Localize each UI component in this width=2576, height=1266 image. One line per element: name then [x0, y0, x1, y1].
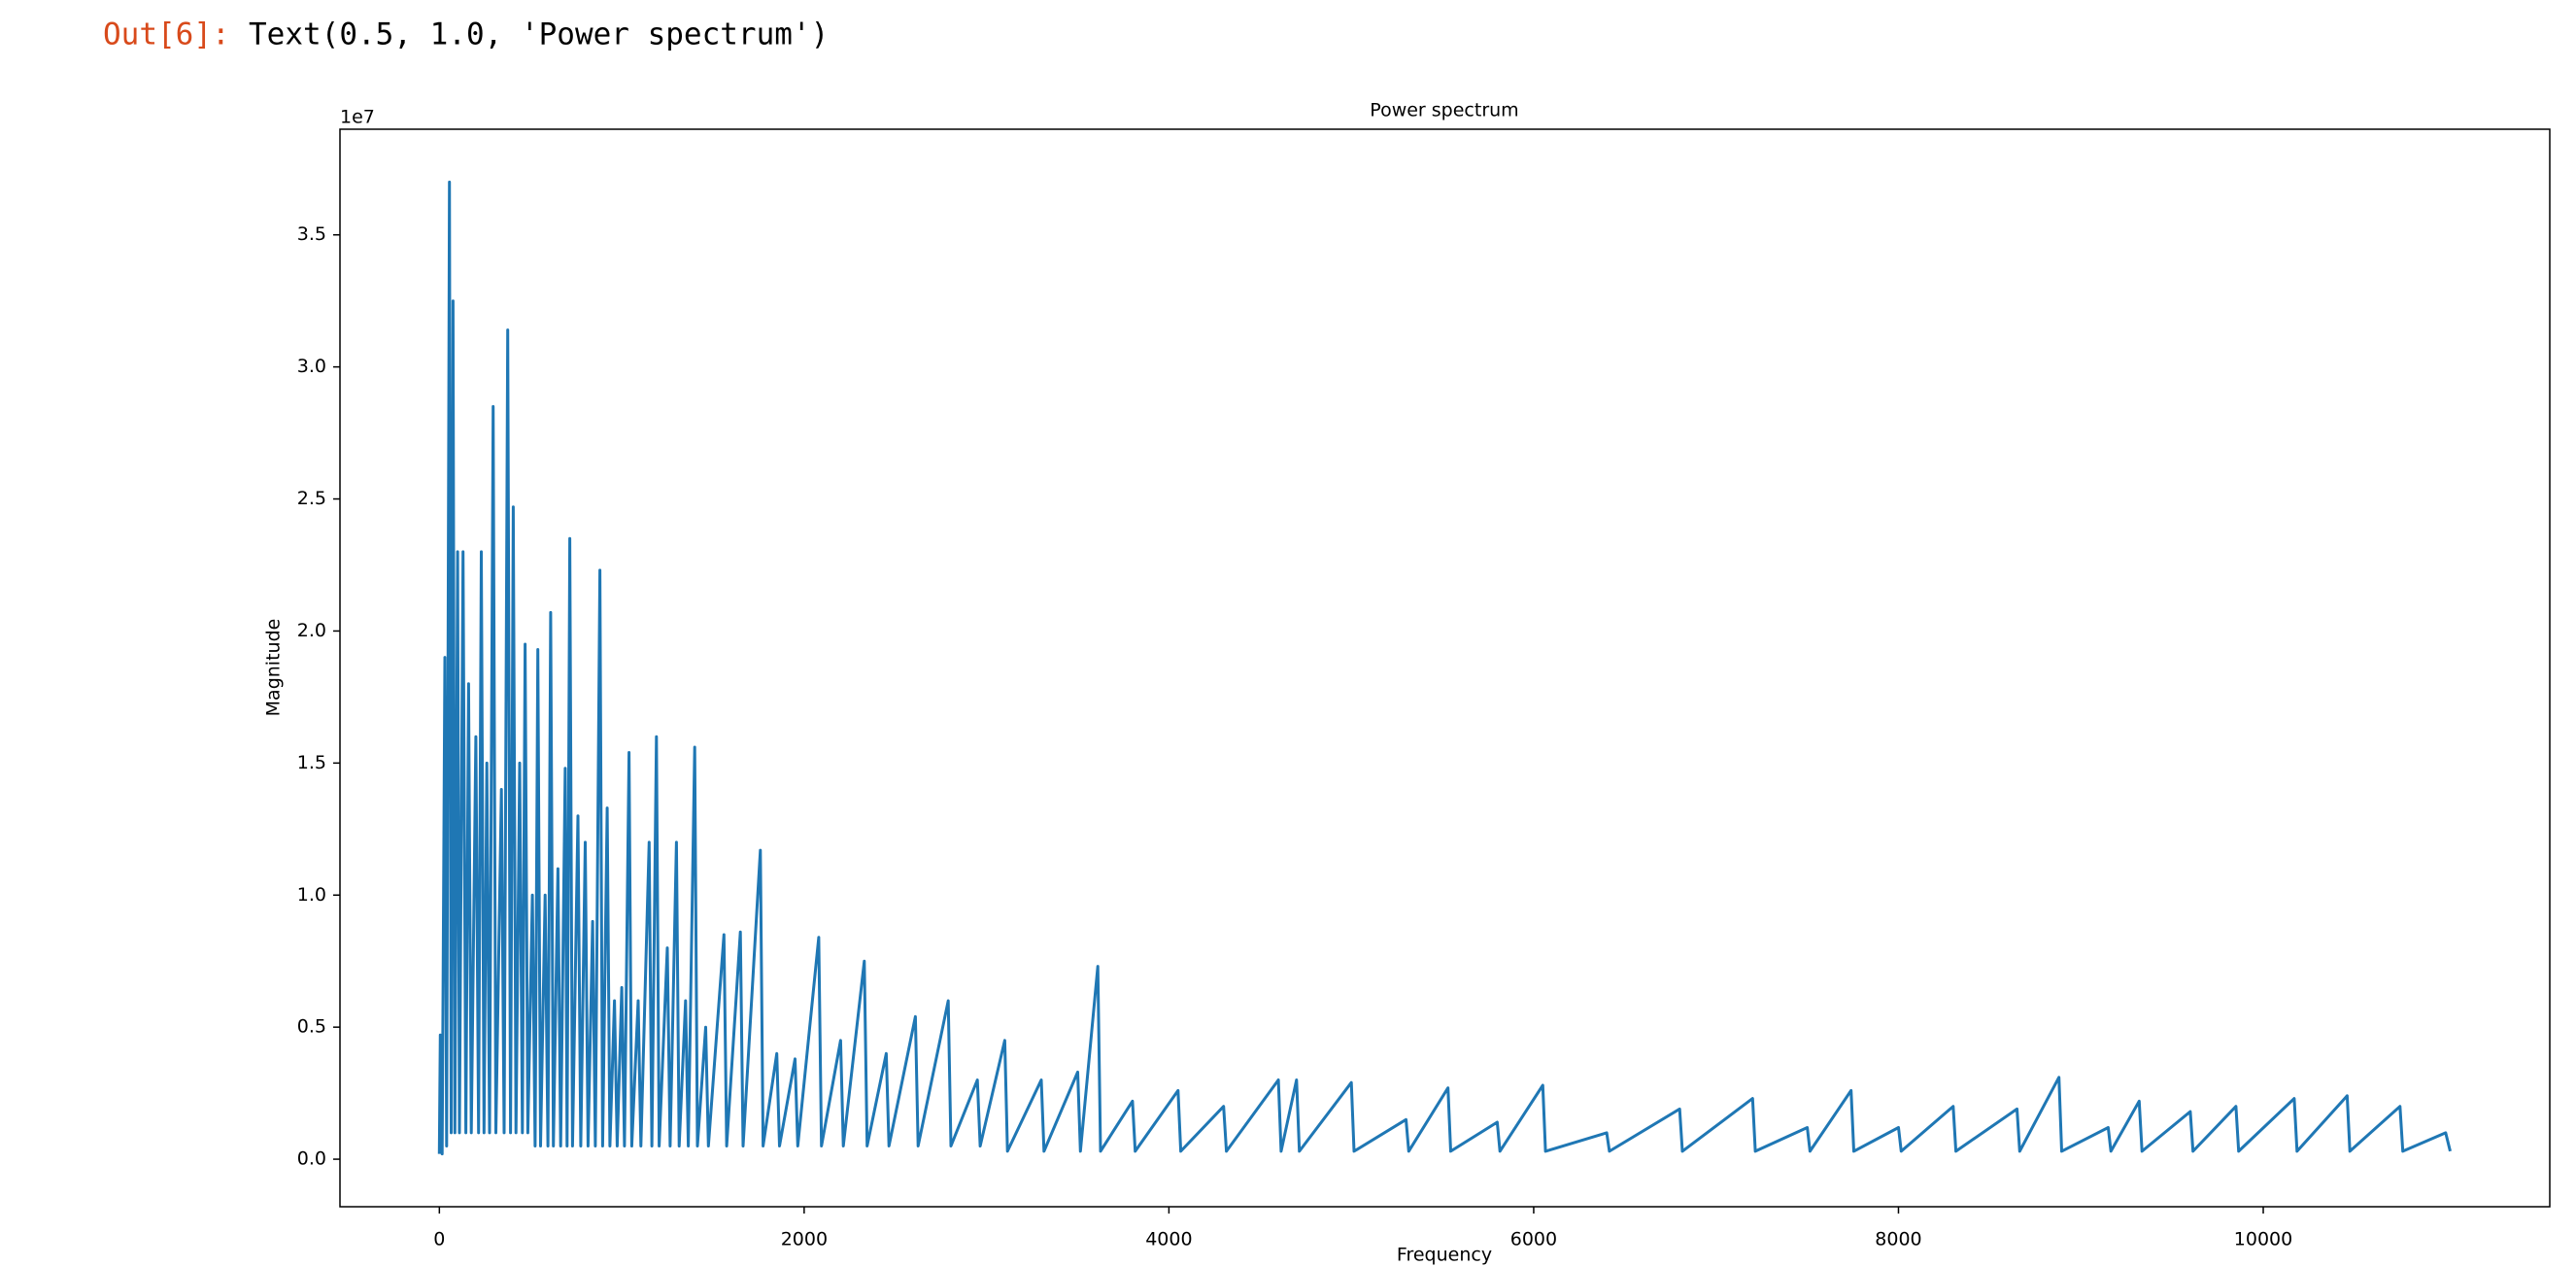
output-text: Text(0.5, 1.0, 'Power spectrum') [249, 17, 829, 52]
x-tick-label: 8000 [1875, 1229, 1921, 1250]
x-tick-label: 6000 [1510, 1229, 1557, 1250]
x-tick-label: 0 [433, 1229, 445, 1250]
x-tick-label: 4000 [1145, 1229, 1192, 1250]
y-tick-label: 2.5 [297, 488, 326, 509]
spectrum-line [437, 180, 2452, 1156]
x-axis-label: Frequency [1397, 1245, 1492, 1266]
chart-title: Power spectrum [1370, 100, 1518, 121]
y-axis-label: Magnitude [263, 619, 285, 717]
x-tick-label: 10000 [2234, 1229, 2292, 1250]
x-tick-label: 2000 [781, 1229, 828, 1250]
axes-frame [339, 128, 2551, 1208]
y-tick-label: 1.5 [297, 752, 326, 773]
y-tick-label: 3.5 [297, 223, 326, 245]
y-tick-label: 2.0 [297, 620, 326, 641]
y-tick-label: 3.0 [297, 356, 326, 377]
y-tick-label: 0.0 [297, 1148, 326, 1170]
y-offset-text: 1e7 [340, 107, 375, 128]
y-tick-label: 1.0 [297, 884, 326, 906]
out-prompt: Out[6]: [103, 17, 230, 52]
y-tick-label: 0.5 [297, 1016, 326, 1038]
